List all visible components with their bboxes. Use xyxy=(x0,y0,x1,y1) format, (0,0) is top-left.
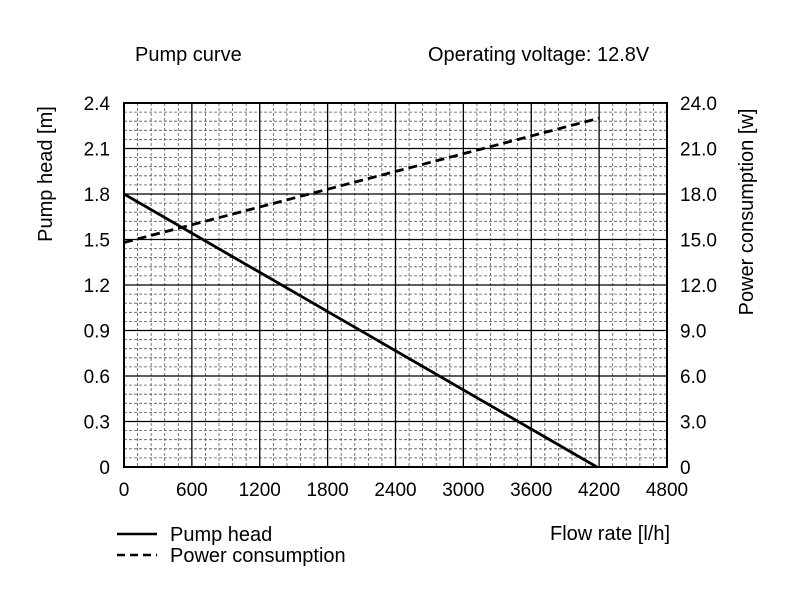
series-line-power-consumption xyxy=(123,116,600,244)
right-y-tick-label: 9.0 xyxy=(680,322,706,343)
right-y-tick-label: 6.0 xyxy=(680,367,706,388)
left-y-tick-label: 2.1 xyxy=(84,140,110,161)
left-y-tick-label: 0.9 xyxy=(84,322,110,343)
chart-title: Pump curve xyxy=(135,44,242,66)
x-tick-label: 1800 xyxy=(306,480,348,501)
left-y-tick-label: 1.2 xyxy=(84,276,110,297)
right-y-tick-label: 15.0 xyxy=(680,231,717,252)
right-y-tick-label: 12.0 xyxy=(680,276,717,297)
x-tick-label: 4200 xyxy=(578,480,620,501)
left-y-tick-label: 0.6 xyxy=(84,367,110,388)
x-tick-label: 1200 xyxy=(239,480,281,501)
x-axis-ticks: 0 600 1200 1800 2400 3000 3600 4200 4800 xyxy=(119,480,688,501)
right-y-tick-label: 0 xyxy=(680,458,691,479)
y-axis-label-right: Power consumption [w] xyxy=(736,109,758,316)
right-y-tick-label: 18.0 xyxy=(680,185,717,206)
x-tick-label: 600 xyxy=(176,480,208,501)
x-tick-label: 4800 xyxy=(646,480,688,501)
left-y-tick-label: 2.4 xyxy=(84,94,111,115)
y-axis-label-left: Pump head [m] xyxy=(35,106,57,242)
legend-label-pump-head: Pump head xyxy=(170,524,272,546)
right-y-tick-label: 24.0 xyxy=(680,94,717,115)
legend-label-power-consumption: Power consumption xyxy=(170,545,346,567)
x-tick-label: 0 xyxy=(119,480,130,501)
x-tick-label: 2400 xyxy=(374,480,416,501)
left-y-tick-label: 1.5 xyxy=(84,231,110,252)
x-tick-label: 3600 xyxy=(510,480,552,501)
left-y-tick-label: 0 xyxy=(99,458,110,479)
grid xyxy=(124,103,667,467)
left-y-tick-label: 1.8 xyxy=(84,185,110,206)
right-y-tick-label: 3.0 xyxy=(680,413,706,434)
x-tick-label: 3000 xyxy=(442,480,484,501)
legend: Pump head Power consumption xyxy=(117,524,346,567)
x-axis-label: Flow rate [l/h] xyxy=(550,523,670,545)
series-lines xyxy=(123,116,600,469)
right-y-tick-label: 21.0 xyxy=(680,140,717,161)
chart-subtitle: Operating voltage: 12.8V xyxy=(428,44,650,66)
plot-frame xyxy=(123,102,668,468)
right-axis-ticks: 0 3.0 6.0 9.0 12.0 15.0 18.0 21.0 24.0 xyxy=(680,94,717,479)
series-line-pump-head xyxy=(123,192,598,469)
left-y-tick-label: 0.3 xyxy=(84,413,110,434)
left-axis-ticks: 0 0.3 0.6 0.9 1.2 1.5 1.8 2.1 2.4 xyxy=(84,94,111,479)
